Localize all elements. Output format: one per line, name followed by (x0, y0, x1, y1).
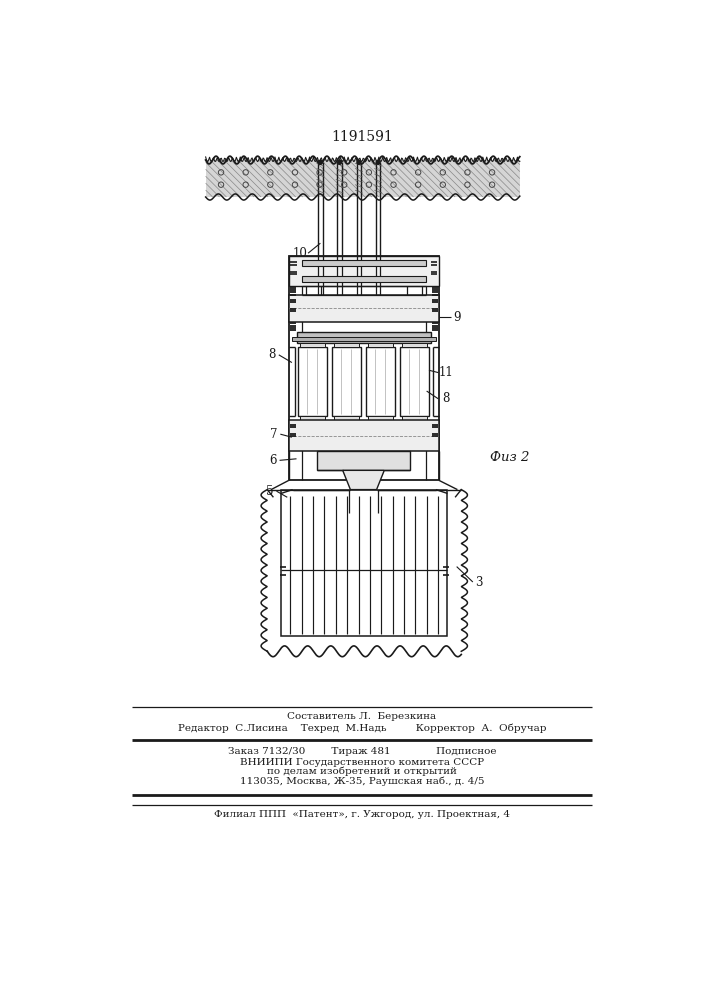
Bar (402, 343, 426, 347)
Bar (288, 295, 439, 322)
Text: Заказ 7132/30        Тираж 481              Подписное: Заказ 7132/30 Тираж 481 Подписное (228, 747, 496, 756)
Bar (296, 332, 431, 343)
Bar (302, 276, 426, 282)
Bar (300, 343, 325, 347)
Bar (298, 347, 327, 416)
Bar (368, 416, 393, 420)
Text: 5: 5 (266, 485, 274, 498)
Text: 11: 11 (438, 366, 453, 379)
Text: 1191591: 1191591 (331, 130, 393, 144)
Text: 9: 9 (453, 311, 460, 324)
Bar (334, 416, 359, 420)
Bar (281, 490, 448, 636)
Bar (288, 420, 439, 451)
Bar (206, 160, 520, 197)
Bar (334, 343, 359, 347)
Bar (288, 256, 439, 286)
Text: Редактор  С.Лисина    Техред  М.Надь         Корректор  А.  Обручар: Редактор С.Лисина Техред М.Надь Корректо… (177, 724, 547, 733)
Text: 8: 8 (442, 392, 450, 405)
Circle shape (357, 160, 361, 164)
Circle shape (318, 160, 322, 164)
Bar (399, 347, 429, 416)
Circle shape (338, 160, 341, 164)
Text: 8: 8 (268, 348, 276, 361)
Text: 10: 10 (292, 247, 307, 260)
Bar (402, 416, 426, 420)
Bar (300, 416, 325, 420)
Text: 6: 6 (269, 454, 276, 467)
Bar (302, 260, 426, 266)
Text: Составитель Л.  Березкина: Составитель Л. Березкина (287, 712, 436, 721)
Bar (288, 256, 439, 480)
Bar (366, 347, 395, 416)
Text: 7: 7 (269, 428, 277, 441)
Text: ВНИИПИ Государственного комитета СССР: ВНИИПИ Государственного комитета СССР (240, 758, 484, 767)
Bar (368, 343, 393, 347)
Circle shape (376, 160, 380, 164)
Text: 113035, Москва, Ж-35, Раушская наб., д. 4/5: 113035, Москва, Ж-35, Раушская наб., д. … (240, 777, 484, 786)
Polygon shape (343, 470, 385, 490)
Bar (332, 347, 361, 416)
Text: по делам изобретений и открытий: по делам изобретений и открытий (267, 767, 457, 776)
Text: 3: 3 (475, 576, 483, 588)
Bar (292, 337, 436, 341)
Text: Физ 2: Физ 2 (490, 451, 530, 464)
Text: Филиал ППП  «Патент», г. Ужгород, ул. Проектная, 4: Филиал ППП «Патент», г. Ужгород, ул. Про… (214, 810, 510, 819)
Bar (317, 451, 409, 470)
